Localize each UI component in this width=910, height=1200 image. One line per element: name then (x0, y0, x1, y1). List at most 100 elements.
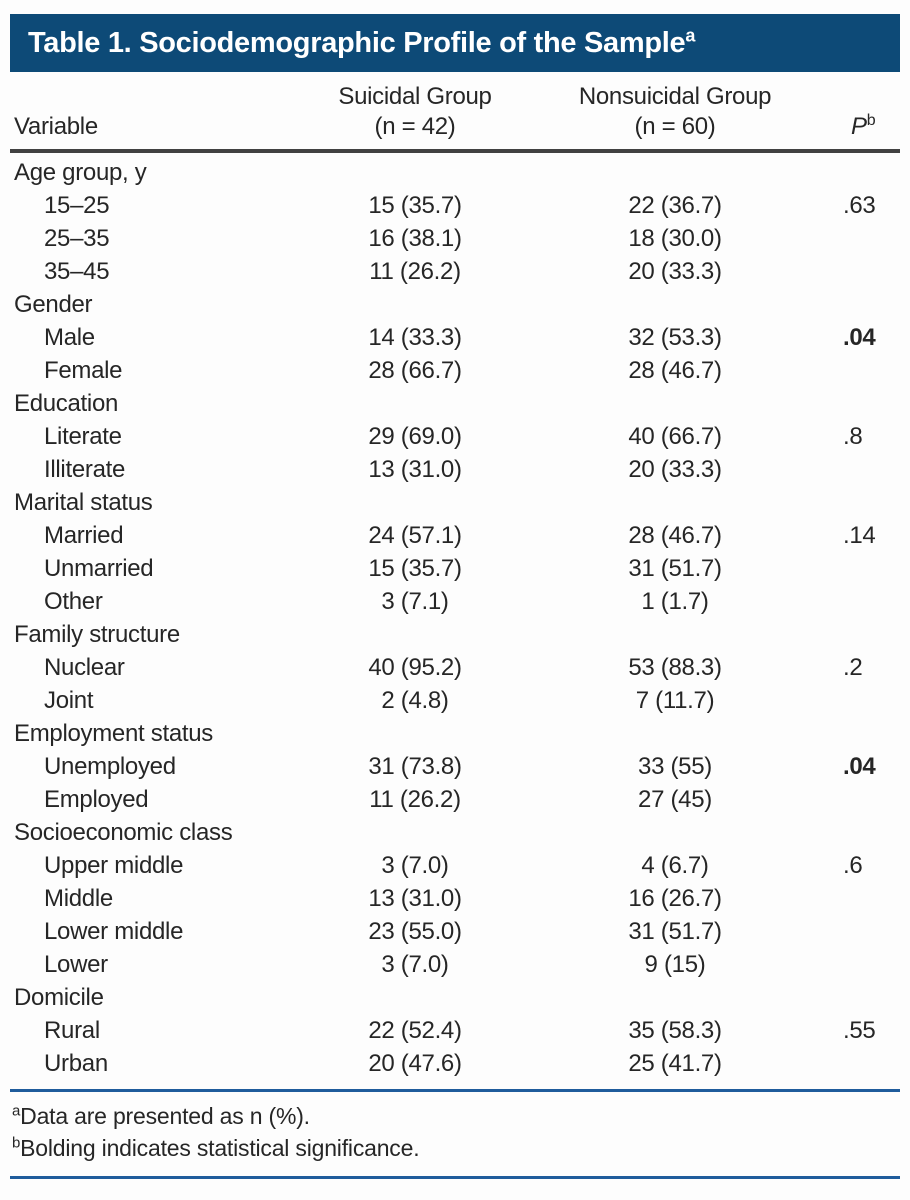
p-value (800, 684, 900, 717)
table-title-superscript: a (685, 25, 696, 46)
table-row: Upper middle 3 (7.0) 4 (6.7) .6 (10, 849, 900, 882)
nonsuicidal-value (550, 981, 800, 1014)
section-label: Gender (14, 291, 93, 318)
p-value (800, 486, 900, 519)
p-value (800, 816, 900, 849)
column-header-suicidal-group: Suicidal Group (n = 42) (280, 72, 550, 153)
suicidal-value: 3 (7.0) (381, 951, 449, 978)
row-label: Lower (44, 951, 108, 978)
table-row: Male 14 (33.3) 32 (53.3) .04 (10, 321, 900, 354)
suicidal-value (280, 151, 550, 189)
section-row: Gender (10, 288, 900, 321)
suicidal-value: 13 (31.0) (368, 885, 462, 912)
suicidal-value: 40 (95.2) (368, 654, 462, 681)
table-row: 15–25 15 (35.7) 22 (36.7) .63 (10, 189, 900, 222)
footnote-a-superscript: a (12, 1102, 21, 1120)
p-value: .6 (843, 852, 863, 879)
footnotes: aData are presented as n (%). bBolding i… (10, 1089, 900, 1179)
table-row: Married 24 (57.1) 28 (46.7) .14 (10, 519, 900, 552)
p-value (800, 151, 900, 189)
section-row: Age group, y (10, 151, 900, 189)
nonsuicidal-value: 28 (46.7) (628, 522, 722, 549)
section-label: Family structure (14, 621, 180, 648)
nonsuicidal-value: 25 (41.7) (628, 1050, 722, 1077)
suicidal-value: 22 (52.4) (368, 1017, 462, 1044)
section-row: Socioeconomic class (10, 816, 900, 849)
p-value: .8 (843, 423, 863, 450)
p-label: P (851, 113, 867, 140)
table-row: Middle 13 (31.0) 16 (26.7) (10, 882, 900, 915)
section-row: Domicile (10, 981, 900, 1014)
p-value (800, 882, 900, 915)
footnote-a: aData are presented as n (%). (12, 1100, 900, 1132)
p-value: .04 (843, 753, 876, 780)
table-row: Other 3 (7.1) 1 (1.7) (10, 585, 900, 618)
suicidal-value: 23 (55.0) (368, 918, 462, 945)
suicidal-value: 11 (26.2) (369, 786, 461, 813)
nonsuicidal-value: 20 (33.3) (628, 258, 722, 285)
nonsuicidal-value (550, 288, 800, 321)
table-title: Table 1. Sociodemographic Profile of the… (28, 27, 686, 59)
section-row: Employment status (10, 717, 900, 750)
p-value (800, 552, 900, 585)
section-row: Family structure (10, 618, 900, 651)
suicidal-value: 3 (7.1) (381, 588, 449, 615)
table-row: Lower middle 23 (55.0) 31 (51.7) (10, 915, 900, 948)
row-label: Unmarried (44, 555, 154, 582)
table-title-bar: Table 1. Sociodemographic Profile of the… (10, 14, 900, 72)
suicidal-value: 31 (73.8) (368, 753, 462, 780)
p-value (800, 948, 900, 981)
p-value (800, 1047, 900, 1080)
suicidal-value: 2 (4.8) (381, 687, 449, 714)
suicidal-value: 28 (66.7) (368, 357, 462, 384)
nonsuicidal-value: 22 (36.7) (628, 192, 722, 219)
suicidal-value: 29 (69.0) (368, 423, 462, 450)
p-value (800, 354, 900, 387)
suicidal-group-n: (n = 42) (374, 113, 456, 140)
table-row: 35–45 11 (26.2) 20 (33.3) (10, 255, 900, 288)
suicidal-value (280, 717, 550, 750)
nonsuicidal-value: 7 (11.7) (635, 687, 715, 714)
section-label: Socioeconomic class (14, 819, 233, 846)
row-label: Joint (44, 687, 94, 714)
p-value: .2 (843, 654, 863, 681)
footnote-a-text: Data are presented as n (%). (20, 1103, 310, 1129)
row-label: Lower middle (44, 918, 184, 945)
row-label: Upper middle (44, 852, 184, 879)
p-value (800, 981, 900, 1014)
p-value: .14 (843, 522, 876, 549)
nonsuicidal-value: 31 (51.7) (628, 918, 722, 945)
row-label: Male (44, 324, 95, 351)
suicidal-value (280, 486, 550, 519)
section-row: Marital status (10, 486, 900, 519)
suicidal-value (280, 981, 550, 1014)
table-row: Unmarried 15 (35.7) 31 (51.7) (10, 552, 900, 585)
footnote-b-superscript: b (12, 1134, 21, 1152)
row-label: Unemployed (44, 753, 176, 780)
row-label: Employed (44, 786, 149, 813)
p-value (800, 222, 900, 255)
suicidal-group-label: Suicidal Group (338, 83, 492, 110)
nonsuicidal-value: 27 (45) (638, 786, 712, 813)
nonsuicidal-value: 53 (88.3) (628, 654, 722, 681)
p-value (800, 288, 900, 321)
suicidal-value (280, 618, 550, 651)
nonsuicidal-value (550, 151, 800, 189)
footnote-b-text: Bolding indicates statistical significan… (20, 1135, 420, 1161)
column-header-nonsuicidal-group: Nonsuicidal Group (n = 60) (550, 72, 800, 153)
row-label: Literate (44, 423, 122, 450)
nonsuicidal-value (550, 816, 800, 849)
nonsuicidal-group-n: (n = 60) (634, 113, 716, 140)
suicidal-value: 3 (7.0) (381, 852, 449, 879)
suicidal-value (280, 387, 550, 420)
section-label: Domicile (14, 984, 104, 1011)
nonsuicidal-value: 20 (33.3) (628, 456, 722, 483)
nonsuicidal-group-label: Nonsuicidal Group (578, 83, 772, 110)
column-header-p: Pb (800, 72, 900, 153)
p-value (800, 783, 900, 816)
table-row: Literate 29 (69.0) 40 (66.7) .8 (10, 420, 900, 453)
nonsuicidal-value: 16 (26.7) (628, 885, 722, 912)
p-value (800, 255, 900, 288)
p-value: .55 (843, 1017, 876, 1044)
